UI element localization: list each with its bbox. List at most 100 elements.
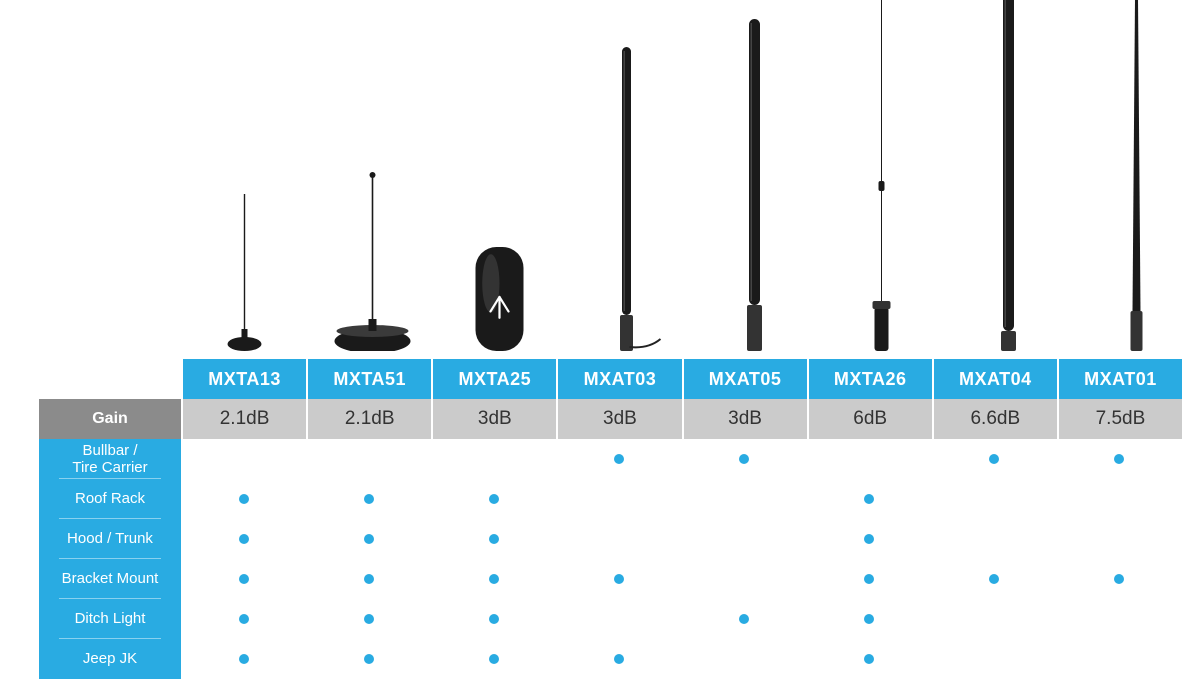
feature-cell (1057, 479, 1182, 519)
feature-cell (682, 559, 807, 599)
feature-cell (556, 479, 681, 519)
feature-cell (306, 639, 431, 679)
column-header: MXTA13 (181, 359, 306, 399)
gain-cell: 7.5dB (1057, 399, 1182, 439)
check-dot-icon (614, 574, 624, 584)
feature-cell (1057, 559, 1182, 599)
feature-cell (932, 559, 1057, 599)
spacer (0, 0, 181, 359)
check-dot-icon (1114, 454, 1124, 464)
feature-cell (556, 639, 681, 679)
feature-cell (932, 599, 1057, 639)
check-dot-icon (739, 614, 749, 624)
feature-row-label: Ditch Light (39, 599, 181, 639)
antenna-comparison-chart: MXTA13MXTA51MXTA25MXAT03MXAT05MXTA26MXAT… (0, 0, 1200, 698)
table-row: Ditch Light (39, 599, 1182, 639)
feature-cell (682, 439, 807, 479)
feature-cell (807, 479, 932, 519)
feature-cell (431, 519, 556, 559)
check-dot-icon (864, 534, 874, 544)
feature-cell (682, 639, 807, 679)
table-row: Hood / Trunk (39, 519, 1182, 559)
feature-cell (181, 599, 306, 639)
feature-cell (431, 479, 556, 519)
feature-cell (306, 599, 431, 639)
check-dot-icon (489, 654, 499, 664)
feature-cell (682, 479, 807, 519)
column-header: MXAT05 (682, 359, 807, 399)
feature-cell (181, 439, 306, 479)
feature-row-label: Jeep JK (39, 639, 181, 679)
table-header-row: MXTA13MXTA51MXTA25MXAT03MXAT05MXTA26MXAT… (39, 359, 1182, 399)
feature-cell (682, 599, 807, 639)
feature-cell (306, 479, 431, 519)
table-row: Bracket Mount (39, 559, 1182, 599)
feature-cell (181, 639, 306, 679)
comparison-table: MXTA13MXTA51MXTA25MXAT03MXAT05MXTA26MXAT… (39, 359, 1182, 679)
feature-cell (431, 559, 556, 599)
check-dot-icon (239, 574, 249, 584)
check-dot-icon (614, 654, 624, 664)
feature-row-label: Hood / Trunk (39, 519, 181, 559)
feature-cell (682, 519, 807, 559)
feature-cell (807, 559, 932, 599)
check-dot-icon (1114, 574, 1124, 584)
table-row: Bullbar /Tire Carrier (39, 439, 1182, 479)
check-dot-icon (364, 614, 374, 624)
feature-cell (181, 479, 306, 519)
check-dot-icon (239, 614, 249, 624)
feature-cell (556, 559, 681, 599)
header-spacer (39, 359, 181, 399)
gain-cell: 3dB (431, 399, 556, 439)
column-header: MXTA51 (306, 359, 431, 399)
product-images-row (0, 0, 1200, 359)
check-dot-icon (864, 494, 874, 504)
check-dot-icon (489, 494, 499, 504)
check-dot-icon (864, 574, 874, 584)
check-dot-icon (489, 534, 499, 544)
feature-cell (807, 599, 932, 639)
gain-cell: 3dB (682, 399, 807, 439)
feature-cell (1057, 639, 1182, 679)
column-header: MXAT03 (556, 359, 681, 399)
feature-cell (306, 439, 431, 479)
column-header: MXAT04 (932, 359, 1057, 399)
product-image-mxta13 (181, 0, 308, 359)
feature-row-label: Bracket Mount (39, 559, 181, 599)
column-header: MXAT01 (1057, 359, 1182, 399)
feature-cell (556, 519, 681, 559)
product-image-mxat01 (1073, 0, 1200, 359)
check-dot-icon (239, 534, 249, 544)
feature-cell (1057, 439, 1182, 479)
feature-cell (431, 639, 556, 679)
check-dot-icon (364, 534, 374, 544)
feature-cell (807, 519, 932, 559)
check-dot-icon (489, 614, 499, 624)
gain-cell: 6dB (807, 399, 932, 439)
product-image-mxta51 (308, 0, 435, 359)
feature-cell (932, 479, 1057, 519)
product-image-mxta25 (436, 0, 563, 359)
feature-cell (556, 599, 681, 639)
table-row: Roof Rack (39, 479, 1182, 519)
product-image-mxat04 (945, 0, 1072, 359)
column-header: MXTA26 (807, 359, 932, 399)
check-dot-icon (239, 654, 249, 664)
table-gain-row: Gain 2.1dB2.1dB3dB3dB3dB6dB6.6dB7.5dB (39, 399, 1182, 439)
feature-cell (181, 559, 306, 599)
check-dot-icon (864, 654, 874, 664)
check-dot-icon (989, 574, 999, 584)
gain-cell: 2.1dB (306, 399, 431, 439)
check-dot-icon (364, 654, 374, 664)
feature-cell (181, 519, 306, 559)
feature-cell (306, 559, 431, 599)
feature-cell (932, 439, 1057, 479)
gain-cell: 6.6dB (932, 399, 1057, 439)
feature-cell (1057, 519, 1182, 559)
check-dot-icon (239, 494, 249, 504)
feature-cell (306, 519, 431, 559)
product-image-mxta26 (818, 0, 945, 359)
product-image-mxat05 (691, 0, 818, 359)
feature-row-label: Bullbar /Tire Carrier (39, 439, 181, 479)
check-dot-icon (364, 574, 374, 584)
